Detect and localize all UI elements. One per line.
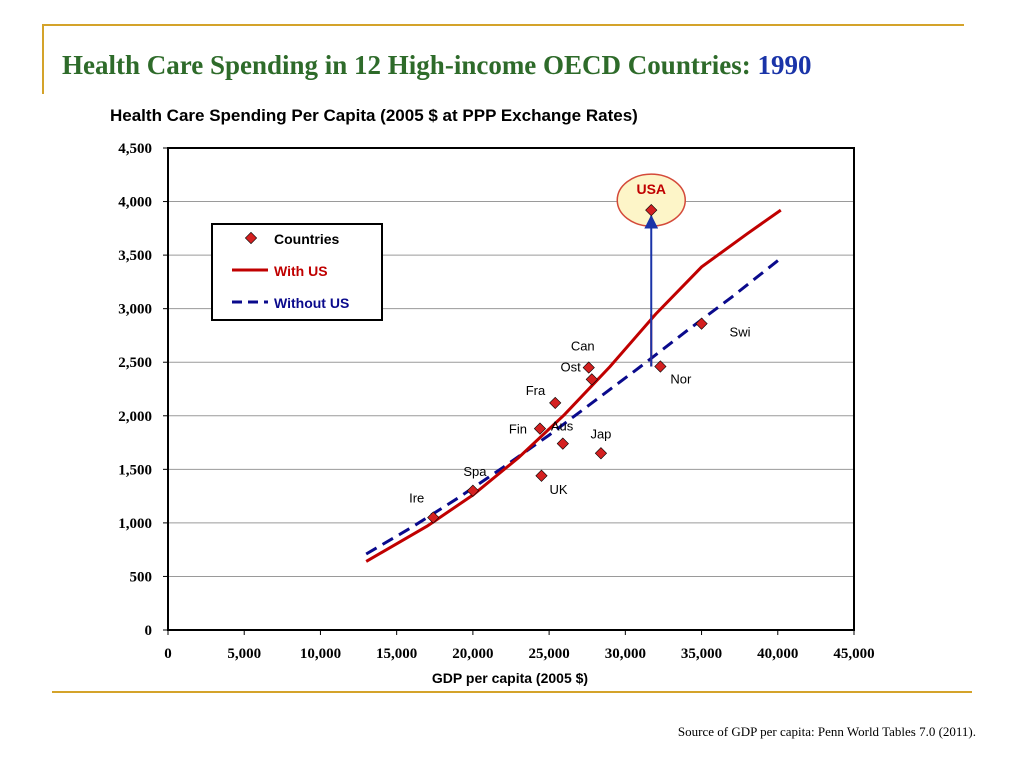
y-tick-label: 2,500 xyxy=(118,355,152,371)
y-tick-label: 4,000 xyxy=(118,195,152,211)
data-point xyxy=(466,484,479,497)
y-tick-label: 2,000 xyxy=(118,409,152,425)
legend-label-countries: Countries xyxy=(274,231,340,247)
x-tick-label: 15,000 xyxy=(376,646,417,662)
x-tick-label: 20,000 xyxy=(452,646,493,662)
point-label: Fin xyxy=(509,422,527,437)
data-points: Ire Spa UK Fin Aus Fra Can Ost Jap Nor Swi USA xyxy=(409,181,751,524)
slide-title-year: 1990 xyxy=(757,50,812,80)
slide-title-main: Health Care Spending in 12 High-income O… xyxy=(62,50,751,80)
data-point xyxy=(556,437,569,450)
y-tick-label: 0 xyxy=(145,623,153,639)
y-axis: 0 500 1,000 1,500 2,000 2,500 3,000 3,500 4,000 4… xyxy=(118,141,168,639)
point-label: Ost xyxy=(561,359,582,374)
data-point xyxy=(582,361,595,374)
x-tick-label: 35,000 xyxy=(681,646,722,662)
series-line-without-us xyxy=(365,257,782,556)
point-label: Fra xyxy=(526,383,546,398)
point-label: Jap xyxy=(590,426,611,441)
data-point xyxy=(645,204,658,217)
x-axis: 0 5,000 10,000 15,000 20,000 25,000 30,000 35,0… xyxy=(164,630,875,662)
legend: Countries With US Without US xyxy=(211,223,383,321)
point-label: UK xyxy=(549,482,567,497)
legend-box xyxy=(211,223,383,321)
x-tick-label: 10,000 xyxy=(300,646,341,662)
point-label: Nor xyxy=(670,372,692,387)
point-label: Aus xyxy=(551,419,574,434)
data-point xyxy=(549,396,562,410)
legend-marker-countries xyxy=(244,231,258,245)
x-tick-label: 45,000 xyxy=(833,646,874,662)
source-note: Source of GDP per capita: Penn World Tab… xyxy=(677,724,976,739)
data-point xyxy=(594,447,608,460)
point-label: Can xyxy=(571,339,595,354)
plot-area xyxy=(167,147,855,631)
x-tick-label: 5,000 xyxy=(227,646,261,662)
y-tick-label: 4,500 xyxy=(118,141,152,157)
data-point xyxy=(695,317,708,330)
x-tick-label: 40,000 xyxy=(757,646,798,662)
series-lines xyxy=(365,208,782,563)
annotations xyxy=(616,173,686,367)
y-tick-label: 1,500 xyxy=(118,462,152,478)
y-tick-label: 3,500 xyxy=(118,248,152,264)
x-axis-label: GDP per capita (2005 $) xyxy=(432,670,588,686)
y-tick-label: 500 xyxy=(130,569,153,585)
y-tick-label: 3,000 xyxy=(118,302,152,318)
y-tick-label: 1,000 xyxy=(118,516,152,532)
series-line-with-us xyxy=(365,208,782,563)
data-point xyxy=(585,373,598,386)
bottom-rule xyxy=(52,691,972,693)
x-tick-label: 0 xyxy=(164,646,172,662)
data-point xyxy=(654,360,667,373)
data-point xyxy=(535,469,548,482)
left-rule xyxy=(42,24,44,94)
top-rule xyxy=(42,24,964,26)
point-label: Ire xyxy=(409,491,424,506)
x-tick-label: 25,000 xyxy=(528,646,569,662)
slide-title: Health Care Spending in 12 High-income O… xyxy=(62,50,812,81)
data-point xyxy=(427,511,440,524)
legend-label-with-us: With US xyxy=(274,263,328,279)
point-label: USA xyxy=(636,181,666,197)
chart-title: Health Care Spending Per Capita (2005 $ … xyxy=(110,106,638,125)
legend-label-without-us: Without US xyxy=(274,295,349,311)
point-label: Spa xyxy=(463,464,487,479)
x-tick-label: 30,000 xyxy=(605,646,646,662)
data-point xyxy=(533,422,547,435)
point-label: Swi xyxy=(730,325,751,340)
